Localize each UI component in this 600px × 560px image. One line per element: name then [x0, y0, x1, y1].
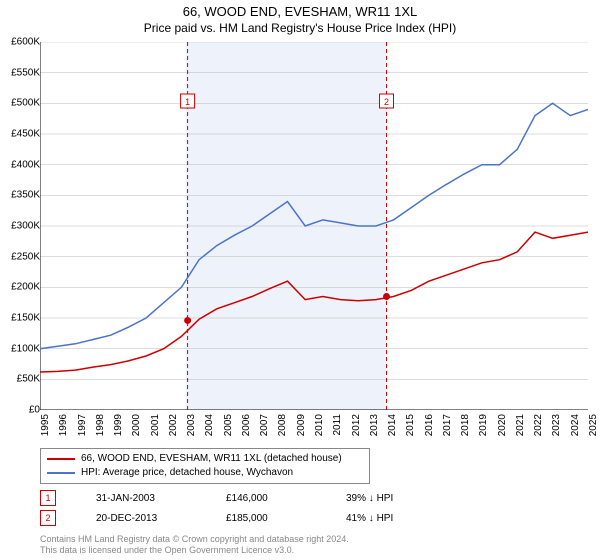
x-tick-label: 2018 — [460, 414, 471, 444]
transaction-delta: 39% ↓ HPI — [346, 493, 393, 504]
x-tick-label: 2012 — [351, 414, 362, 444]
transaction-date: 31-JAN-2003 — [96, 493, 186, 504]
transaction-row: 1 31-JAN-2003 £146,000 39% ↓ HPI — [40, 490, 393, 506]
svg-text:2: 2 — [384, 97, 389, 107]
x-tick-label: 2019 — [478, 414, 489, 444]
x-tick-label: 2016 — [424, 414, 435, 444]
footnote: Contains HM Land Registry data © Crown c… — [40, 534, 349, 556]
x-tick-label: 2002 — [168, 414, 179, 444]
y-tick-label: £250K — [11, 251, 40, 262]
x-tick-label: 1995 — [40, 414, 51, 444]
x-tick-label: 2006 — [241, 414, 252, 444]
transaction-price: £185,000 — [226, 513, 306, 524]
x-tick-label: 2021 — [515, 414, 526, 444]
y-tick-label: £50K — [17, 374, 40, 385]
chart-subtitle: Price paid vs. HM Land Registry's House … — [0, 21, 600, 37]
x-tick-label: 2004 — [204, 414, 215, 444]
y-tick-label: £400K — [11, 159, 40, 170]
footnote-line2: This data is licensed under the Open Gov… — [40, 545, 349, 556]
y-tick-label: £350K — [11, 190, 40, 201]
legend-swatch — [47, 472, 75, 474]
chart-svg: 12 — [40, 42, 588, 410]
y-tick-label: £100K — [11, 343, 40, 354]
x-tick-label: 1997 — [77, 414, 88, 444]
chart-area: 12 — [40, 42, 588, 410]
y-tick-label: £600K — [11, 37, 40, 48]
x-tick-label: 2025 — [588, 414, 599, 444]
x-tick-label: 2022 — [533, 414, 544, 444]
svg-text:1: 1 — [185, 97, 190, 107]
x-tick-label: 2000 — [131, 414, 142, 444]
y-tick-label: £500K — [11, 98, 40, 109]
legend-row: 66, WOOD END, EVESHAM, WR11 1XL (detache… — [47, 452, 363, 466]
y-tick-label: £0 — [29, 405, 40, 416]
x-tick-label: 2005 — [223, 414, 234, 444]
legend-row: HPI: Average price, detached house, Wych… — [47, 466, 363, 480]
legend-label: 66, WOOD END, EVESHAM, WR11 1XL (detache… — [81, 452, 342, 466]
x-tick-label: 2014 — [387, 414, 398, 444]
x-tick-label: 2001 — [150, 414, 161, 444]
transaction-row: 2 20-DEC-2013 £185,000 41% ↓ HPI — [40, 510, 393, 526]
legend: 66, WOOD END, EVESHAM, WR11 1XL (detache… — [40, 448, 370, 484]
x-tick-label: 2024 — [570, 414, 581, 444]
transaction-badge: 1 — [40, 490, 56, 506]
transaction-delta: 41% ↓ HPI — [346, 513, 393, 524]
footnote-line1: Contains HM Land Registry data © Crown c… — [40, 534, 349, 545]
x-tick-label: 2017 — [442, 414, 453, 444]
x-tick-label: 2011 — [332, 414, 343, 444]
transaction-price: £146,000 — [226, 493, 306, 504]
x-tick-label: 2007 — [259, 414, 270, 444]
legend-label: HPI: Average price, detached house, Wych… — [81, 466, 293, 480]
x-tick-label: 2010 — [314, 414, 325, 444]
x-tick-label: 1996 — [58, 414, 69, 444]
y-tick-label: £450K — [11, 129, 40, 140]
legend-swatch — [47, 458, 75, 460]
x-tick-label: 2023 — [551, 414, 562, 444]
y-tick-label: £150K — [11, 313, 40, 324]
x-tick-label: 2015 — [405, 414, 416, 444]
x-tick-label: 2020 — [497, 414, 508, 444]
x-tick-label: 2003 — [186, 414, 197, 444]
x-tick-label: 1998 — [95, 414, 106, 444]
x-tick-label: 2009 — [296, 414, 307, 444]
y-tick-label: £200K — [11, 282, 40, 293]
y-tick-label: £300K — [11, 221, 40, 232]
y-tick-label: £550K — [11, 67, 40, 78]
x-tick-label: 2008 — [277, 414, 288, 444]
x-tick-label: 1999 — [113, 414, 124, 444]
transaction-date: 20-DEC-2013 — [96, 513, 186, 524]
x-tick-label: 2013 — [369, 414, 380, 444]
transaction-badge: 2 — [40, 510, 56, 526]
chart-container: 66, WOOD END, EVESHAM, WR11 1XL Price pa… — [0, 0, 600, 560]
chart-title: 66, WOOD END, EVESHAM, WR11 1XL — [0, 0, 600, 21]
